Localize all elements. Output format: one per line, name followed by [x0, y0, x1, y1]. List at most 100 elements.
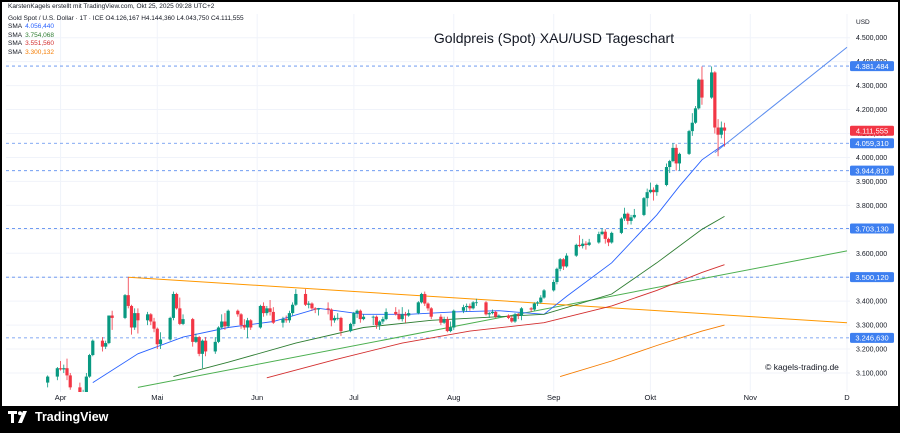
level-price-label: 3.703,130: [855, 224, 888, 233]
time-tick-label: Sep: [547, 393, 560, 402]
candle-body: [110, 315, 114, 318]
candle-body: [133, 313, 137, 328]
candle: [303, 289, 308, 306]
watermark: © kagels-trading.de: [765, 362, 839, 372]
price-tick-label: 3.200,000: [856, 347, 887, 354]
candle-body: [329, 309, 333, 321]
trendline-green: [137, 250, 848, 388]
candle: [442, 316, 446, 324]
candle-body: [700, 79, 704, 98]
candle: [487, 311, 491, 318]
candle: [284, 315, 288, 323]
candle-body: [158, 339, 163, 345]
candle: [664, 163, 669, 187]
candle: [171, 291, 175, 321]
candle-body: [468, 305, 472, 309]
candle: [174, 292, 179, 310]
level-price-box-bg: [850, 332, 894, 343]
tradingview-logo[interactable]: TradingView: [8, 410, 108, 424]
candle-body: [281, 319, 285, 323]
candle: [629, 214, 633, 225]
candle: [123, 293, 127, 320]
candle: [294, 289, 298, 306]
candle-body: [371, 316, 375, 318]
candle-body: [555, 268, 559, 282]
candle: [710, 66, 714, 99]
price-tick-label: 4.200,000: [856, 107, 887, 114]
sma-legend-1[interactable]: SMA 4.056,440: [8, 23, 55, 31]
price-axis[interactable]: 4.500,0004.400,0004.300,0004.200,0004.10…: [850, 14, 898, 392]
candle: [674, 144, 678, 171]
candle: [645, 188, 649, 207]
candle: [384, 308, 388, 321]
candle: [448, 321, 453, 333]
candle: [603, 229, 607, 244]
candle-body: [497, 315, 501, 317]
candle: [397, 309, 401, 321]
plot-area: [6, 14, 850, 392]
candle: [84, 373, 88, 392]
candle-body: [65, 368, 69, 376]
candle: [610, 231, 614, 244]
time-axis[interactable]: Apr Mai Jun Jul Aug Sep Okt Nov D: [2, 392, 898, 406]
candle-body: [577, 244, 582, 247]
candle: [378, 320, 382, 330]
chart-title: Goldpreis (Spot) XAU/USD Tageschart: [434, 30, 674, 46]
sma-legend-3[interactable]: SMA 3.551,560: [8, 40, 55, 48]
candle: [539, 295, 543, 304]
candle-body: [710, 72, 714, 98]
candle-body: [642, 198, 646, 215]
candle-body: [397, 314, 401, 320]
candle-body: [429, 308, 433, 317]
trendline-blue: [714, 46, 848, 154]
candle-body: [91, 340, 95, 356]
candle: [158, 332, 163, 350]
candle: [606, 237, 611, 247]
candle: [352, 311, 356, 327]
sma-line-4: [559, 324, 725, 378]
candle: [700, 66, 704, 105]
candle: [371, 315, 375, 326]
candle: [713, 71, 717, 134]
candle-body: [423, 293, 427, 304]
candle: [623, 207, 627, 221]
symbol-info[interactable]: Gold Spot / U.S. Dollar · 1T · ICE O4.12…: [8, 15, 244, 22]
candle-body: [287, 313, 292, 321]
candle: [419, 292, 424, 304]
sma-legend-4[interactable]: SMA 3.300,132: [8, 48, 55, 56]
sma-legend-2[interactable]: SMA 3.754,068: [8, 31, 55, 39]
level-price-box: 3.703,130: [850, 223, 894, 234]
candle-body: [581, 243, 585, 247]
candle: [400, 307, 404, 322]
candle: [561, 258, 565, 271]
price-chart[interactable]: 4.500,0004.400,0004.300,0004.200,0004.10…: [2, 2, 898, 406]
candle-body: [465, 305, 469, 308]
candle: [55, 367, 59, 381]
trendlines[interactable]: [128, 46, 848, 388]
candle-body: [46, 376, 50, 383]
candle: [655, 183, 659, 196]
candle: [416, 301, 420, 315]
candle-body: [677, 153, 681, 164]
grid: [6, 14, 850, 392]
candle: [574, 243, 578, 257]
candle: [516, 313, 520, 320]
candle: [220, 314, 224, 329]
candle: [100, 337, 105, 352]
candle: [249, 319, 253, 330]
time-tick-label: Apr: [55, 393, 67, 402]
candle: [194, 333, 198, 344]
candle-body: [587, 242, 591, 245]
tradingview-wordmark: TradingView: [35, 410, 109, 424]
candle: [136, 308, 140, 334]
candle-body: [716, 127, 720, 135]
candle-body: [490, 311, 495, 314]
candle: [484, 301, 488, 316]
candle-body: [474, 302, 478, 304]
candle-body: [181, 319, 185, 324]
candle: [204, 337, 208, 357]
level-price-box-bg: [850, 223, 894, 234]
candle-body: [361, 316, 366, 320]
candle: [423, 291, 427, 306]
candle-body: [168, 317, 172, 340]
